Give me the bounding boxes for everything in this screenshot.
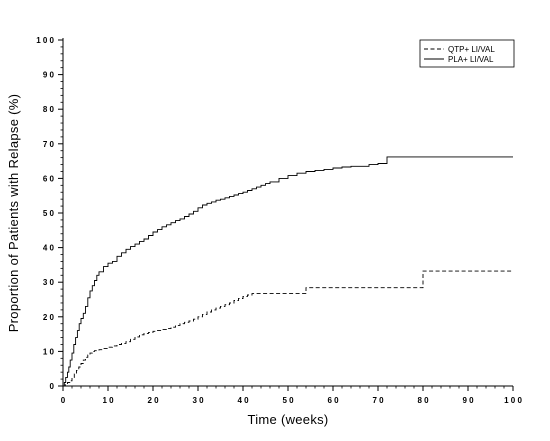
y-tick-label: 3 0 [43,278,55,287]
x-tick-label: 8 0 [417,396,429,405]
x-tick-label: 1 0 0 [504,396,522,405]
x-tick-label: 5 0 [282,396,294,405]
y-tick-label: 9 0 [43,71,55,80]
legend-label: PLA+ LI/VAL [448,55,494,64]
x-tick-label: 7 0 [372,396,384,405]
x-tick-label: 1 0 [102,396,114,405]
x-tick-label: 2 0 [147,396,159,405]
axes: 0 1 0 2 0 3 0 4 0 5 0 6 0 7 0 8 0 9 0 1 0 0 0 1 0 2 0… [36,36,522,405]
series-line-qtp [63,270,513,387]
y-tick-label: 0 [50,382,55,391]
y-tick-label: 4 0 [43,244,55,253]
x-tick-label: 0 [61,396,66,405]
y-tick-label: 1 0 0 [36,36,54,45]
legend-box [419,39,515,68]
x-tick-label: 3 0 [192,396,204,405]
series-line-pla [63,156,513,387]
x-axis-title: Time (weeks) [247,412,328,427]
y-tick-label: 5 0 [43,209,55,218]
legend-label: QTP+ LI/VAL [448,45,495,54]
y-tick-label: 1 0 [43,347,55,356]
x-tick-label: 4 0 [237,396,249,405]
y-tick-label: 8 0 [43,105,55,114]
y-tick-label: 6 0 [43,174,55,183]
y-axis-title: Proportion of Patients with Relapse (%) [6,94,21,333]
y-tick-label: 7 0 [43,140,55,149]
x-tick-label: 9 0 [462,396,474,405]
y-tick-label: 2 0 [43,313,55,322]
series-lines [63,156,513,387]
x-tick-label: 6 0 [327,396,339,405]
